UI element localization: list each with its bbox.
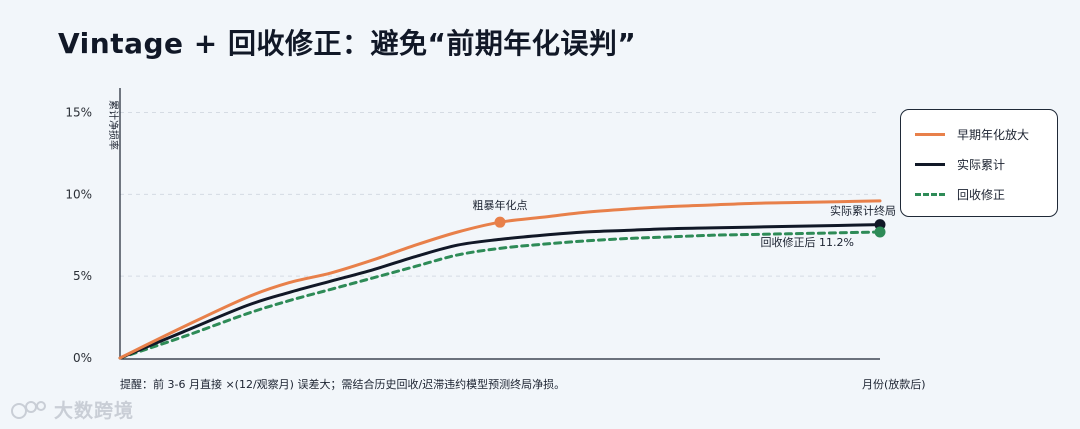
legend-label-early: 早期年化放大 bbox=[957, 127, 1030, 142]
series-line-early-annualized bbox=[118, 199, 882, 360]
legend-swatch-recovery bbox=[915, 192, 945, 196]
annotation-recovery-adjusted-final: 回收修正后 11.2% bbox=[761, 235, 854, 249]
legend-swatch-early bbox=[915, 132, 945, 136]
y-tick-label-2: 10% bbox=[65, 187, 92, 201]
y-tick-label-1: 5% bbox=[73, 269, 92, 283]
legend-label-actual: 实际累计 bbox=[957, 157, 1006, 172]
legend-swatch-actual bbox=[915, 162, 945, 166]
bubble-logo-icon bbox=[11, 400, 46, 419]
marker-rough-annualized-point bbox=[494, 216, 506, 228]
marker-recovery-adjusted-final bbox=[874, 226, 886, 238]
watermark: 大数跨境 bbox=[10, 396, 134, 423]
chart-title: Vintage + 回收修正：避免“前期年化误判” bbox=[58, 27, 637, 60]
series-line-actual-cumulative bbox=[118, 223, 882, 360]
legend-label-recovery: 回收修正 bbox=[957, 187, 1006, 202]
series-line-recovery-adjusted bbox=[118, 230, 882, 360]
annotation-rough-annualized-point: 粗暴年化点 bbox=[473, 198, 528, 212]
annotation-actual-final: 实际累计终局 bbox=[830, 204, 896, 218]
chart-legend: 早期年化放大 实际累计 回收修正 bbox=[900, 109, 1058, 217]
legend-item-early: 早期年化放大 bbox=[915, 125, 1029, 143]
y-axis-label: 累计净损率 bbox=[107, 100, 120, 150]
legend-item-actual: 实际累计 bbox=[915, 155, 1005, 173]
y-tick-label-0: 0% bbox=[73, 351, 92, 365]
footnote: 提醒：前 3-6 月直接 ×(12/观察月) 误差大；需结合历史回收/迟滞违约模… bbox=[120, 377, 565, 391]
legend-item-recovery: 回收修正 bbox=[915, 185, 1005, 203]
watermark-text: 大数跨境 bbox=[54, 400, 135, 422]
x-axis-label: 月份(放款后) bbox=[862, 377, 926, 391]
y-tick-label-3: 15% bbox=[65, 106, 92, 120]
